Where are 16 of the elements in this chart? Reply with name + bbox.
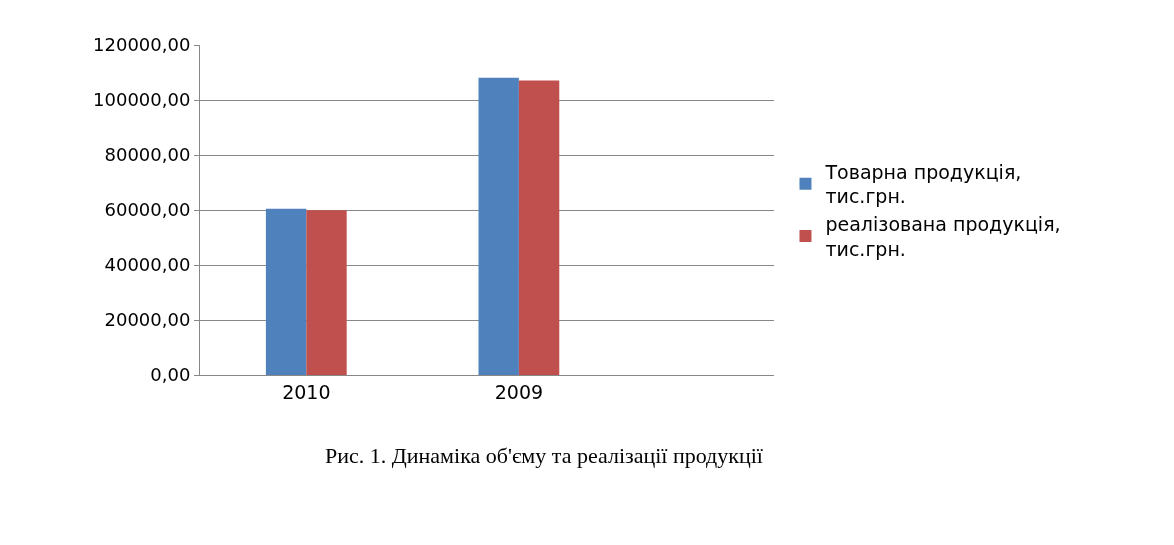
y-tick-label: 80000,00 <box>104 144 191 166</box>
bar <box>478 77 519 375</box>
bar <box>518 80 560 375</box>
y-tick-label: 0,00 <box>150 364 191 386</box>
x-tick-label: 2010 <box>282 380 331 403</box>
text: Рис. 1. Динаміка об'єму та реалізації продукції <box>325 443 764 468</box>
y-tick-label: 60000,00 <box>104 199 191 221</box>
y-tick-label: 120000,00 <box>93 34 191 56</box>
legend-label: реалізована продукція, тис.грн. <box>825 213 1061 260</box>
bar <box>265 208 307 375</box>
x-tick-label: 2009 <box>494 380 544 403</box>
y-tick-label: 40000,00 <box>104 254 191 276</box>
y-tick-label: 100000,00 <box>93 89 191 111</box>
legend-label: Товарна продукція, тис.грн. <box>824 160 1022 208</box>
bar <box>306 210 347 375</box>
y-tick-label: 20000,00 <box>104 309 191 331</box>
